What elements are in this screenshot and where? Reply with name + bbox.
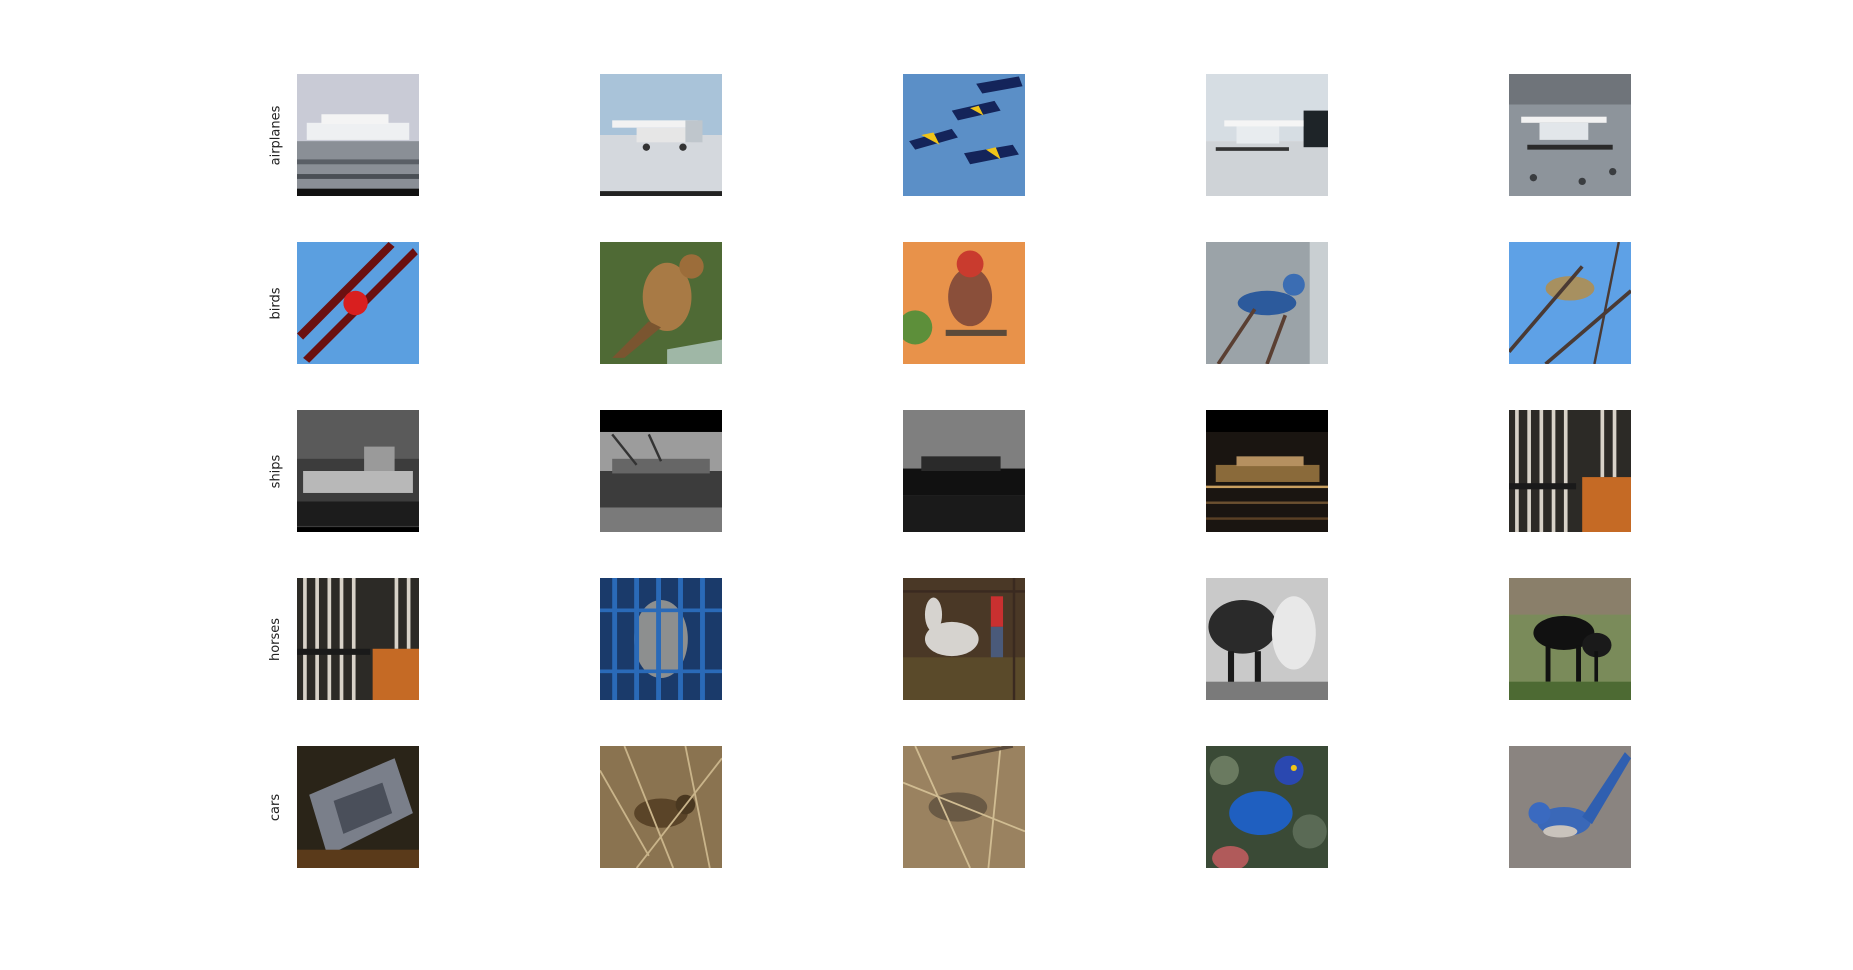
row-label-text: airplanes (268, 105, 284, 165)
thumb-cruise-ship-night-lights (1206, 410, 1328, 532)
thumb-black-horses-grazing (1509, 578, 1631, 700)
thumb-overturned-car-wreck (297, 746, 419, 868)
thumb-cruise-ship-at-dock (297, 74, 419, 196)
thumb-quail-in-dry-grass (903, 746, 1025, 868)
thumb-grayscale-container-ship (600, 410, 722, 532)
thumb-blue-starling (1206, 746, 1328, 868)
row-label-cars: cars (266, 746, 286, 868)
thumb-floatplane-on-water (1206, 74, 1328, 196)
row-label-horses: horses (266, 578, 286, 700)
thumb-red-biplane-in-sky (297, 242, 419, 364)
thumb-sparrow-in-dry-grass (600, 746, 722, 868)
thumb-grayscale-horses (1206, 578, 1328, 700)
thumb-horse-behind-stable-bars (1509, 410, 1631, 532)
row-label-text: horses (268, 617, 284, 661)
thumb-small-white-airplane-on-snow (600, 74, 722, 196)
row-label-birds: birds (266, 242, 286, 364)
row-label-airplanes: airplanes (266, 74, 286, 196)
thumb-bird-in-bare-tree (1509, 242, 1631, 364)
row-label-text: birds (268, 286, 284, 320)
row-label-text: cars (268, 793, 284, 821)
thumb-grayscale-battleship (297, 410, 419, 532)
thumb-house-finch-on-branch (903, 242, 1025, 364)
thumb-floatplane-taking-off (1509, 74, 1631, 196)
thumb-container-ship-dark (903, 410, 1025, 532)
thumb-white-horse-rodeo (903, 578, 1025, 700)
row-label-text: ships (268, 454, 284, 488)
thumb-owl-in-blue-cage (600, 578, 722, 700)
thumb-scrub-jay-on-ground (1509, 746, 1631, 868)
thumb-brown-robin-on-leaf (600, 242, 722, 364)
row-label-ships: ships (266, 410, 286, 532)
thumb-blue-jay-on-branch (1206, 242, 1328, 364)
thumb-horse-behind-stable-bars-2 (297, 578, 419, 700)
thumb-blue-angels-jets-formation (903, 74, 1025, 196)
